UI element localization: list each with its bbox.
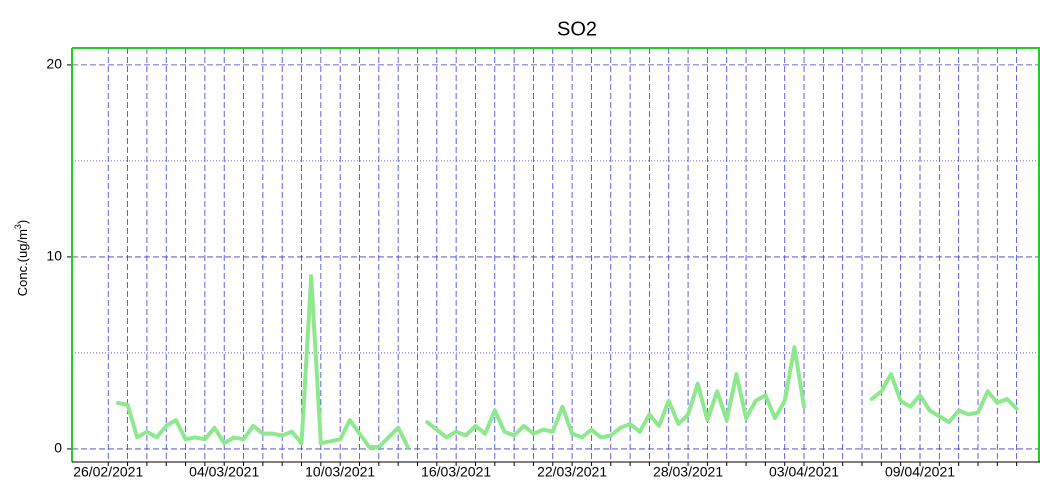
y-label-text: Conc.(ug/m	[15, 229, 30, 296]
y-tick-label: 10	[46, 248, 62, 264]
y-tick-label: 20	[46, 56, 62, 72]
y-label-end: )	[15, 220, 30, 224]
x-tick-label: 09/04/2021	[885, 464, 955, 480]
x-tick-label: 16/03/2021	[421, 464, 491, 480]
x-tick-label: 04/03/2021	[189, 464, 259, 480]
data-line	[115, 274, 1019, 449]
x-tick-label: 10/03/2021	[305, 464, 375, 480]
y-tick-label: 0	[54, 440, 62, 456]
x-tick-label: 22/03/2021	[537, 464, 607, 480]
y-label-sup: 3	[13, 224, 23, 229]
x-tick-label: 03/04/2021	[769, 464, 839, 480]
y-axis-label: Conc.(ug/m3)	[13, 220, 30, 297]
chart-title: SO2	[557, 18, 597, 40]
x-tick-label: 26/02/2021	[73, 464, 143, 480]
x-tick-label: 28/03/2021	[653, 464, 723, 480]
